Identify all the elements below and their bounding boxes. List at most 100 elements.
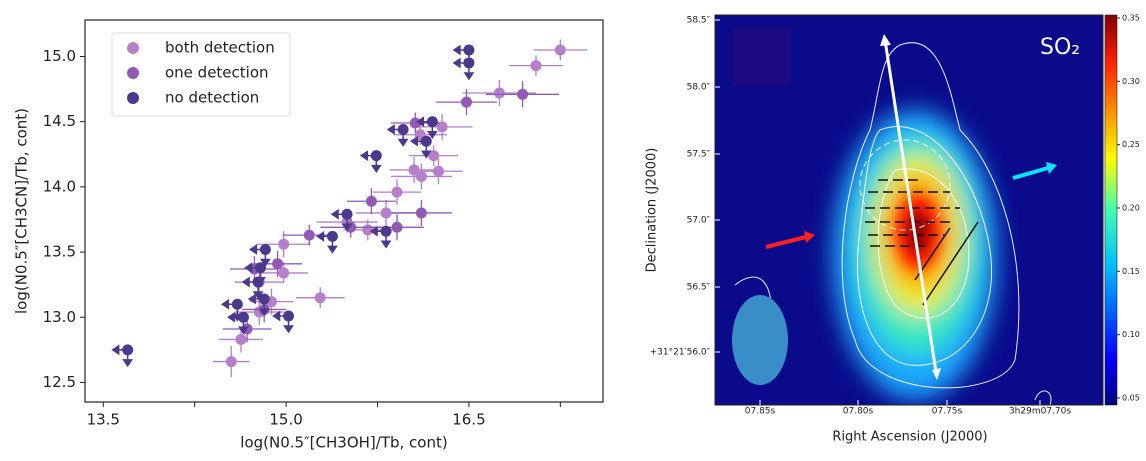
colorbar (1104, 14, 1118, 406)
series (222, 81, 560, 343)
y-axis-label: Declination (J2000) (645, 148, 660, 273)
plot-frame (84, 19, 604, 403)
upper-limit-arrow (227, 311, 249, 335)
colorbar-tick-label: 0.10 (1122, 330, 1140, 339)
legend-label: no detection (165, 89, 259, 107)
data-point (463, 57, 475, 69)
data-point (463, 44, 475, 56)
x-axis-label: log(N0.5″[CH3OH]/Tb, cont) (240, 434, 447, 452)
emission-map (715, 15, 1103, 405)
upper-limit-arrow (249, 244, 271, 267)
data-point (436, 121, 448, 133)
legend-box (111, 32, 291, 117)
upper-limit-arrow (241, 276, 264, 300)
data-point (391, 186, 403, 198)
data-point (365, 195, 377, 207)
legend-marker (127, 42, 139, 54)
upper-limit-arrow (272, 310, 294, 334)
data-point (391, 221, 403, 233)
y-tick-label: 58.0″ (687, 83, 711, 93)
x-tick-label: 16.5 (452, 411, 485, 429)
data-point (314, 292, 326, 304)
data-point (370, 150, 382, 162)
data-point (255, 262, 267, 274)
upper-limit-arrow (221, 298, 243, 322)
y-axis-label: log(N0.5″[CH3CN]/Tb, cont) (13, 108, 31, 314)
y-tick-label: 14.5 (43, 112, 76, 130)
data-point (237, 311, 249, 323)
data-point (380, 207, 392, 219)
data-point (283, 310, 295, 322)
upper-limit-arrow (247, 293, 270, 317)
x-axis-label: Right Ascension (J2000) (832, 430, 987, 445)
y-tick-label: 57.0″ (687, 216, 711, 226)
data-point (122, 344, 134, 356)
data-point (428, 150, 440, 162)
upper-limit-arrow (330, 208, 353, 232)
data-point (252, 276, 264, 288)
upper-limit-arrow (316, 231, 338, 254)
x-tick-label: 07.85s (745, 407, 776, 417)
data-point (278, 267, 290, 279)
y-tick-label: 56.5″ (687, 283, 711, 293)
data-point (415, 207, 427, 219)
x-tick-label: 15.0 (269, 411, 302, 429)
legend-label: one detection (165, 64, 269, 82)
series (111, 44, 475, 368)
upper-limit-arrow (386, 124, 409, 147)
map-frame (714, 14, 1104, 406)
y-tick-label: 58.5″ (687, 16, 711, 26)
data-point (517, 88, 529, 100)
data-point (258, 293, 270, 305)
colorbar-tick-label: 0.30 (1122, 77, 1140, 86)
y-tick-label: 57.5″ (687, 150, 711, 160)
colorbar-tick-label: 0.15 (1122, 267, 1140, 276)
data-point (409, 117, 421, 129)
y-tick-label: 15.0 (43, 47, 76, 65)
x-tick-label: 07.75s (932, 407, 963, 417)
colorbar-tick-label: 0.25 (1122, 140, 1140, 149)
colorbar-tick-label: 0.35 (1122, 14, 1140, 23)
data-point (278, 238, 290, 250)
y-tick-label: 14.0 (43, 177, 76, 195)
data-point (493, 87, 505, 99)
y-tick-label: 13.0 (43, 308, 76, 326)
data-point (326, 230, 338, 242)
legend-marker (127, 92, 139, 104)
data-point (408, 164, 420, 176)
data-point (225, 356, 237, 368)
data-point (272, 258, 284, 270)
data-point (554, 44, 566, 56)
y-tick-label: 13.5 (43, 243, 76, 261)
legend-marker (127, 67, 139, 79)
annotation: SO₂ (1040, 35, 1080, 60)
x-tick-label: 3h29m07.70s (1009, 407, 1071, 417)
x-tick-label: 13.5 (87, 411, 120, 429)
data-point (362, 224, 374, 236)
upper-limit-arrow (359, 150, 382, 173)
data-point (259, 243, 271, 255)
colorbar-tick-label: 0.20 (1122, 204, 1140, 213)
upper-limit-arrow (409, 135, 432, 159)
data-point (460, 96, 472, 108)
data-point (303, 229, 315, 241)
legend-label: both detection (165, 39, 275, 57)
upper-limit-arrow (111, 344, 134, 368)
y-tick-label: 12.5 (43, 373, 76, 391)
colorbar-tick-label: 0.05 (1122, 394, 1140, 403)
x-tick-label: 07.80s (843, 407, 874, 417)
data-point (420, 135, 432, 147)
data-point (530, 60, 542, 72)
data-point (432, 165, 444, 177)
data-point (415, 170, 427, 182)
data-point (235, 333, 247, 345)
upper-limit-arrow (369, 225, 392, 249)
upper-limit-arrow (452, 57, 475, 81)
upper-limit-arrow (416, 116, 438, 140)
data-point (231, 298, 243, 310)
y-tick-label: +31°21′56.0″ (650, 348, 711, 358)
data-point (341, 208, 353, 220)
data-point (426, 116, 438, 128)
data-point (397, 124, 409, 136)
